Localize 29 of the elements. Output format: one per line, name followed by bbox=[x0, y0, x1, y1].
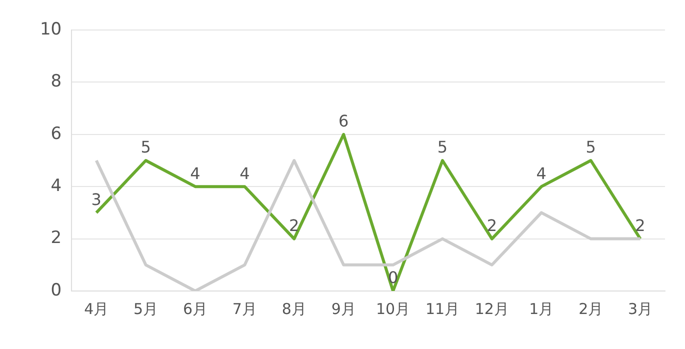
data-label: 5 bbox=[437, 138, 448, 157]
x-tick-label: 11月 bbox=[425, 300, 460, 318]
data-label: 2 bbox=[289, 216, 300, 235]
y-tick-label: 10 bbox=[40, 19, 62, 40]
data-label: 5 bbox=[140, 138, 151, 157]
x-tick-label: 12月 bbox=[474, 300, 509, 318]
y-tick-label: 0 bbox=[50, 280, 62, 300]
data-label: 6 bbox=[338, 112, 349, 131]
y-tick-label: 2 bbox=[50, 228, 62, 248]
y-tick-label: 6 bbox=[50, 124, 62, 144]
data-label: 4 bbox=[240, 164, 250, 183]
x-tick-label: 10月 bbox=[376, 300, 410, 318]
data-label: 4 bbox=[536, 164, 546, 183]
x-tick-label: 7月 bbox=[232, 300, 257, 318]
x-tick-label: 6月 bbox=[182, 300, 208, 318]
data-label: 3 bbox=[91, 190, 102, 209]
x-tick-label: 3月 bbox=[628, 300, 653, 318]
x-tick-label: 1月 bbox=[529, 300, 554, 318]
data-label: 5 bbox=[586, 138, 596, 157]
x-tick-label: 8月 bbox=[282, 300, 306, 318]
x-tick-label: 9月 bbox=[331, 300, 356, 318]
x-tick-label: 4月 bbox=[84, 300, 109, 318]
x-tick-label: 5月 bbox=[134, 300, 158, 318]
x-tick-label: 2月 bbox=[578, 300, 604, 318]
data-label: 4 bbox=[190, 164, 200, 183]
y-tick-label: 4 bbox=[50, 176, 62, 196]
data-label: 2 bbox=[486, 216, 498, 235]
y-tick-label: 8 bbox=[50, 72, 62, 92]
data-label: 2 bbox=[635, 216, 646, 235]
